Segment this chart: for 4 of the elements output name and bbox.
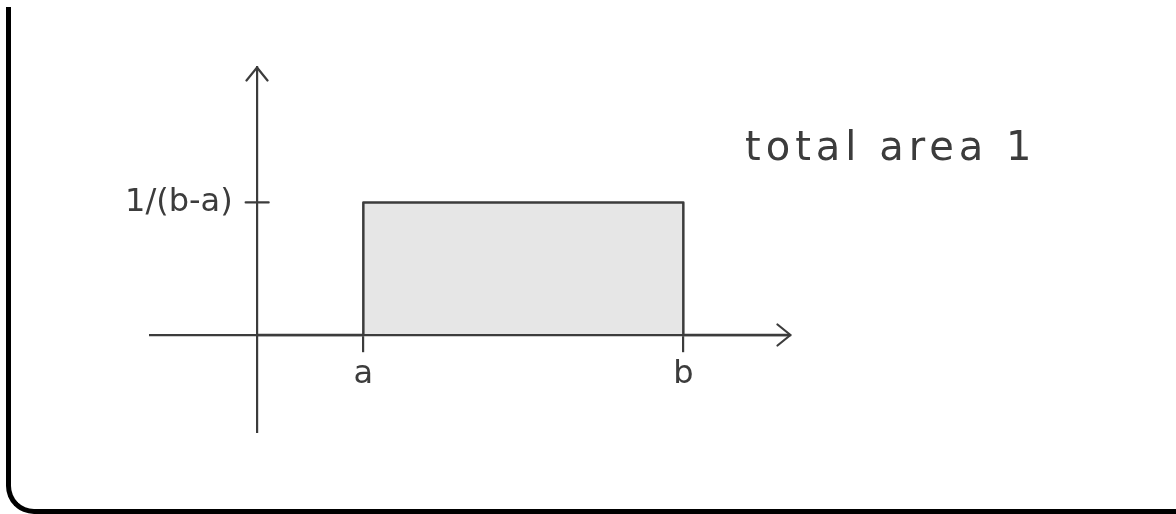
x-tick-label: b [673, 352, 694, 391]
x-tick-label: a [353, 352, 374, 391]
annotation: 1/(b-a) [125, 180, 233, 219]
text: total area 1 [745, 123, 1037, 169]
